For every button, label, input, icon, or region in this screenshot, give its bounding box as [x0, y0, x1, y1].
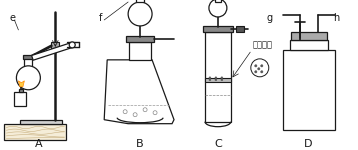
Bar — [203, 26, 233, 32]
Circle shape — [16, 66, 40, 90]
Text: A: A — [34, 139, 42, 149]
Bar — [4, 124, 66, 140]
Bar — [23, 55, 33, 59]
Circle shape — [261, 71, 263, 73]
Circle shape — [153, 111, 157, 115]
Circle shape — [255, 71, 257, 73]
Polygon shape — [104, 60, 174, 124]
Circle shape — [209, 0, 227, 17]
Circle shape — [69, 42, 75, 48]
Text: e: e — [9, 13, 15, 23]
Bar — [205, 32, 231, 122]
Bar — [126, 36, 154, 42]
Bar — [24, 58, 32, 71]
Bar — [236, 26, 244, 32]
Circle shape — [215, 77, 217, 79]
Bar — [129, 42, 151, 60]
Text: h: h — [333, 13, 340, 23]
Text: B: B — [136, 139, 144, 149]
Bar — [290, 40, 328, 50]
Polygon shape — [14, 92, 26, 106]
Circle shape — [209, 79, 211, 81]
Text: f: f — [98, 13, 102, 23]
Text: 多孔隔板: 多孔隔板 — [253, 40, 273, 49]
Text: D: D — [304, 139, 312, 149]
Bar — [20, 120, 62, 124]
Circle shape — [221, 77, 223, 79]
Bar — [51, 42, 59, 50]
Polygon shape — [18, 81, 24, 87]
Circle shape — [143, 108, 147, 112]
Circle shape — [258, 68, 260, 70]
Bar — [283, 50, 335, 130]
Circle shape — [261, 65, 263, 67]
Circle shape — [128, 2, 152, 26]
Circle shape — [133, 113, 137, 117]
Bar — [206, 82, 230, 120]
Circle shape — [221, 79, 223, 81]
Bar — [291, 32, 326, 40]
Circle shape — [251, 59, 269, 77]
Bar — [19, 89, 23, 92]
Polygon shape — [32, 43, 73, 60]
Bar — [215, 0, 221, 2]
Bar — [205, 78, 231, 82]
Bar — [136, 0, 144, 2]
Text: g: g — [267, 13, 273, 23]
Circle shape — [123, 110, 127, 114]
Circle shape — [255, 65, 257, 67]
Circle shape — [209, 77, 211, 79]
Circle shape — [215, 79, 217, 81]
Text: C: C — [214, 139, 222, 149]
